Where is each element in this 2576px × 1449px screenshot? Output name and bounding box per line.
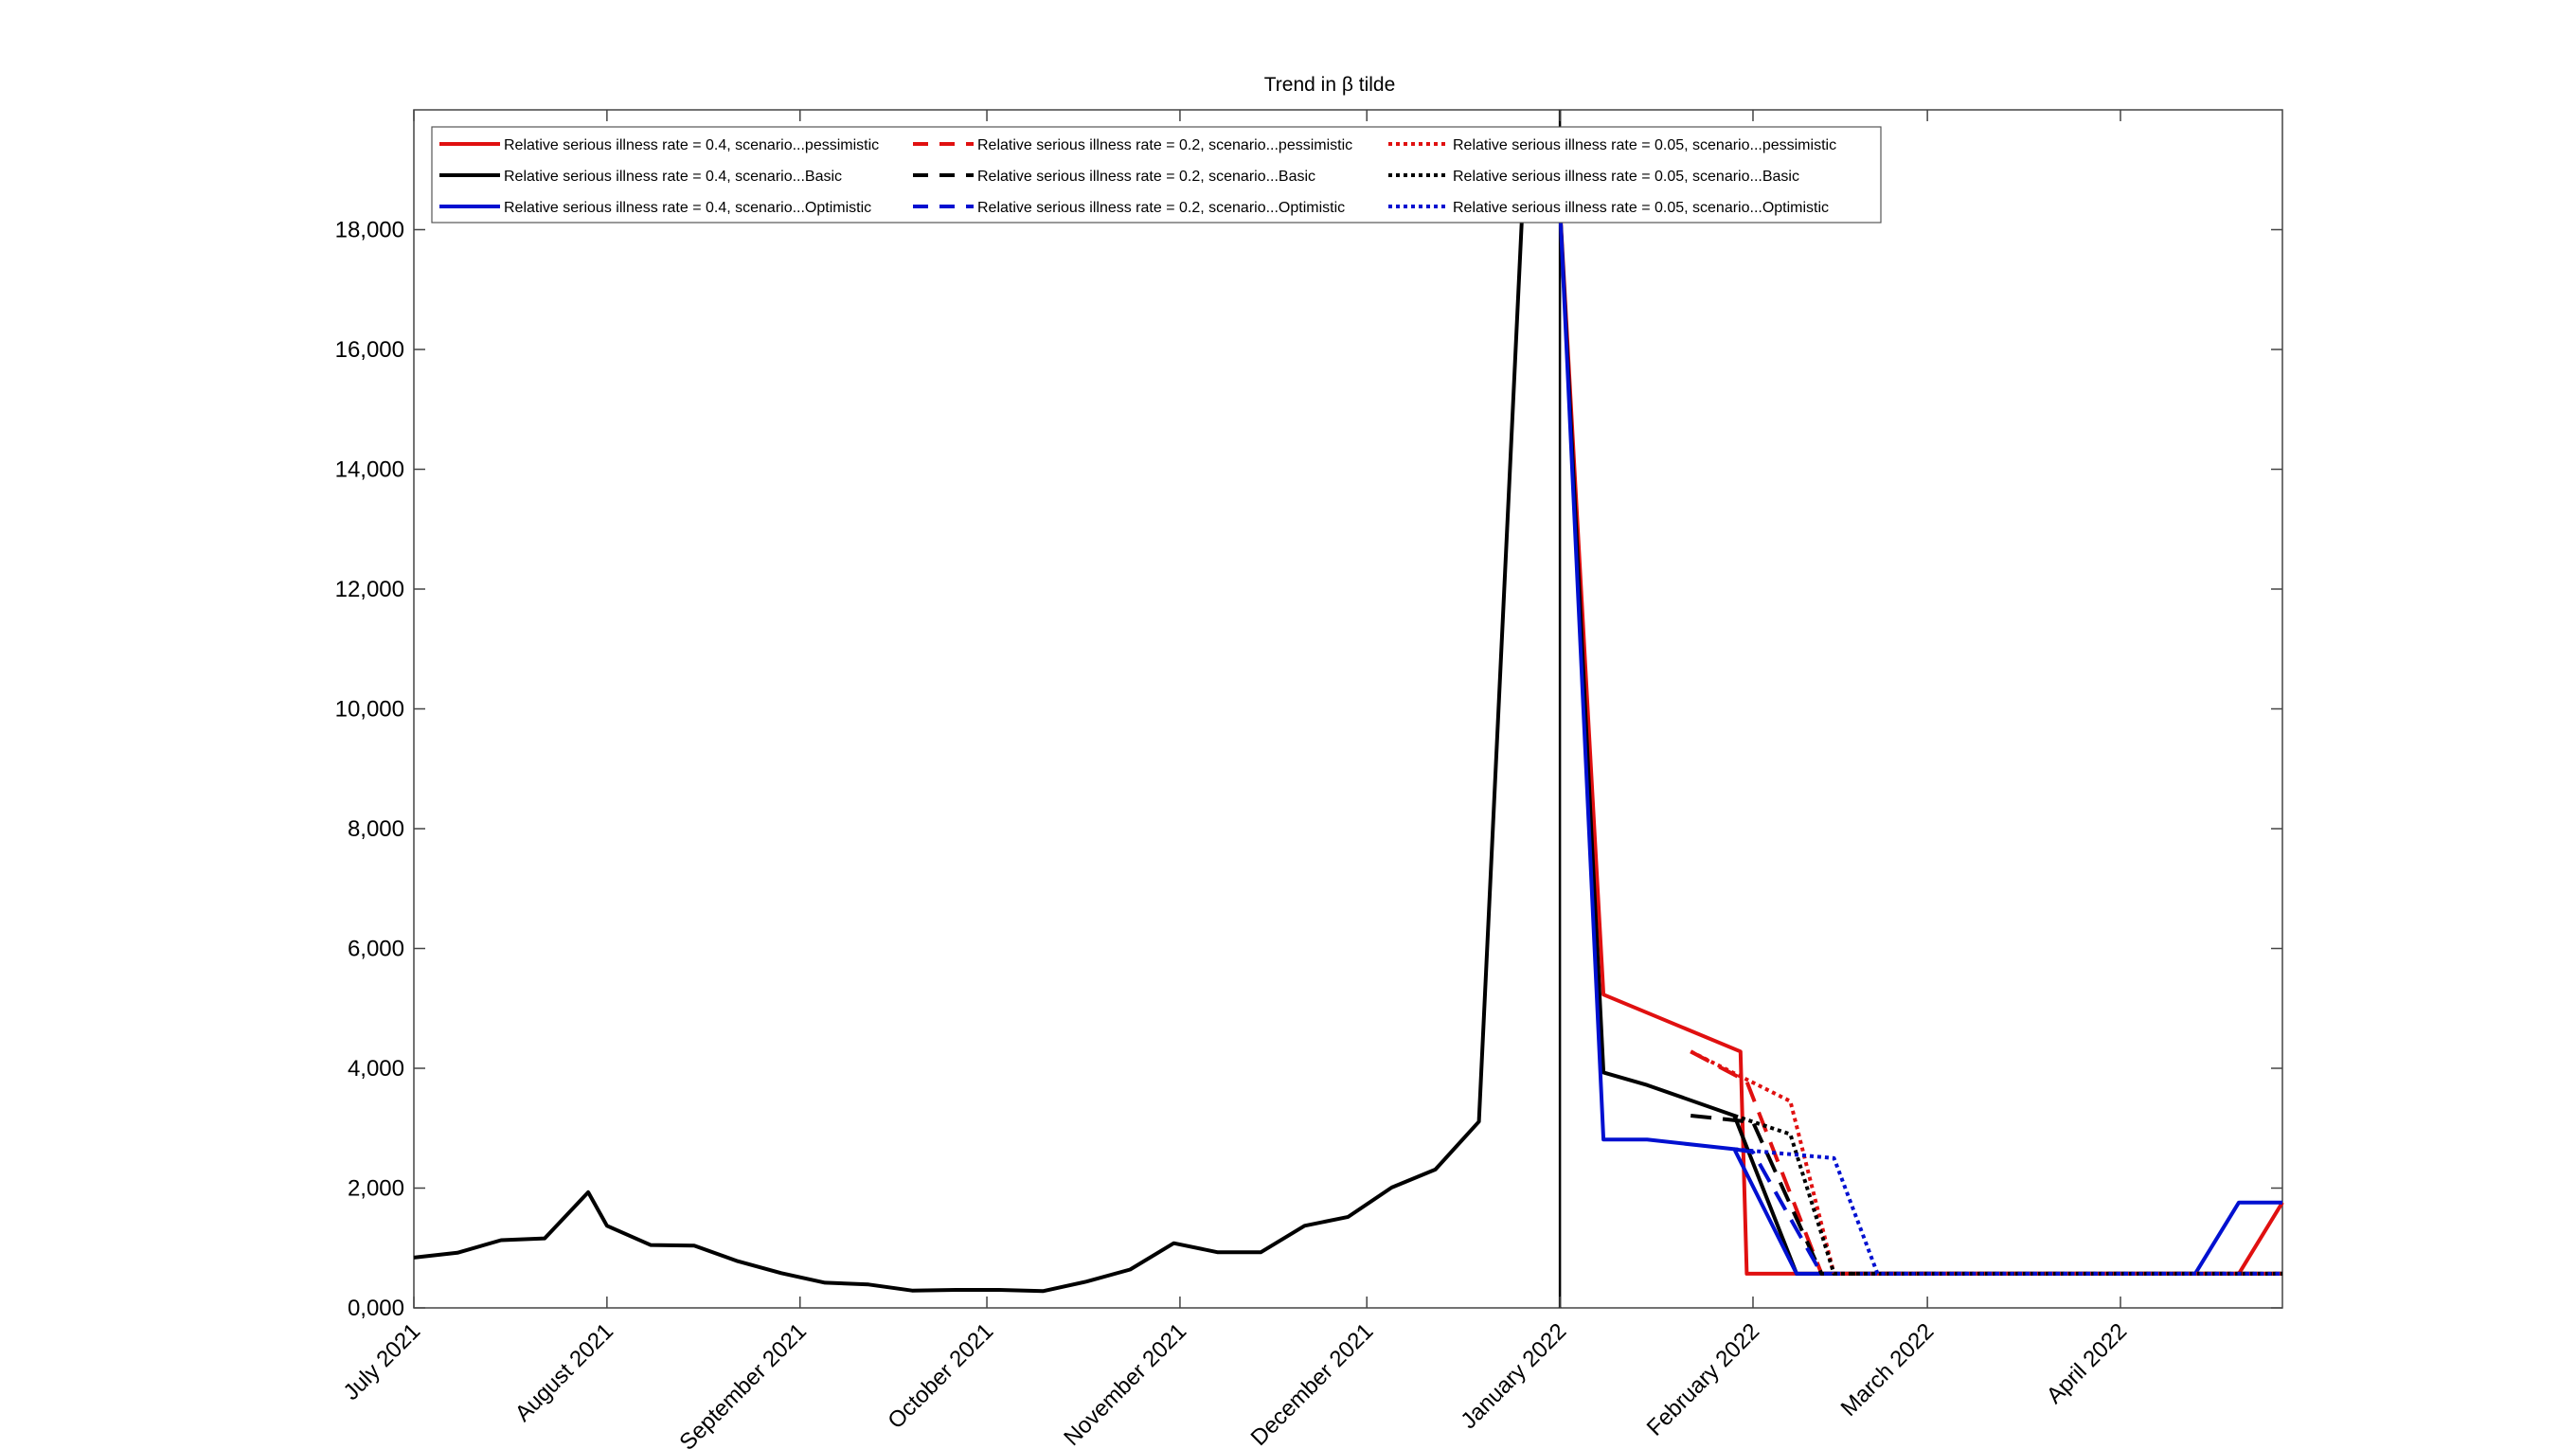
x-tick-label: October 2021 xyxy=(883,1318,998,1434)
x-tick-label: November 2021 xyxy=(1059,1318,1191,1449)
y-tick-label: 14,000 xyxy=(335,457,404,483)
legend-label: Relative serious illness rate = 0.4, sce… xyxy=(504,137,879,153)
x-tick-label: February 2022 xyxy=(1642,1318,1764,1440)
plot-area xyxy=(413,109,2284,1309)
y-tick-label: 4,000 xyxy=(348,1056,404,1082)
x-tick-label: August 2021 xyxy=(510,1318,618,1426)
legend-label: Relative serious illness rate = 0.2, sce… xyxy=(977,169,1315,185)
legend-label: Relative serious illness rate = 0.2, sce… xyxy=(977,200,1345,216)
legend-label: Relative serious illness rate = 0.05, sc… xyxy=(1453,200,1829,216)
series-line xyxy=(1734,1147,2282,1276)
legend-label: Relative serious illness rate = 0.4, sce… xyxy=(504,169,842,185)
y-axis: 0,000 2,000 4,000 6,000 8,000 10,000 12,000 14,… xyxy=(335,218,2282,1321)
x-tick-label: January 2022 xyxy=(1456,1318,1571,1434)
series-line xyxy=(1690,1049,2282,1276)
legend-label: Relative serious illness rate = 0.4, sce… xyxy=(504,200,871,216)
legend-label: Relative serious illness rate = 0.2, sce… xyxy=(977,137,1352,153)
chart-title: Trend in β tilde xyxy=(1264,74,1396,96)
series-line xyxy=(1733,1114,2282,1276)
x-tick-label: March 2022 xyxy=(1836,1318,1940,1422)
legend-box xyxy=(431,126,1882,224)
y-tick-label: 16,000 xyxy=(335,337,404,363)
x-tick-label: December 2021 xyxy=(1246,1318,1379,1449)
legend: Relative serious illness rate = 0.4, sce… xyxy=(431,126,1882,224)
x-tick-label: July 2021 xyxy=(338,1318,425,1405)
legend-label: Relative serious illness rate = 0.05, sc… xyxy=(1453,169,1799,185)
y-tick-label: 2,000 xyxy=(348,1176,404,1202)
y-tick-label: 10,000 xyxy=(335,697,404,723)
y-tick-label: 8,000 xyxy=(348,816,404,842)
legend-label: Relative serious illness rate = 0.05, sc… xyxy=(1453,137,1836,153)
x-tick-label: September 2021 xyxy=(674,1318,812,1449)
y-tick-label: 12,000 xyxy=(335,577,404,602)
history-line xyxy=(413,204,1561,1294)
y-tick-label: 18,000 xyxy=(335,218,404,243)
series-line xyxy=(1558,206,2282,1276)
y-tick-label: 6,000 xyxy=(348,937,404,962)
plot-frame xyxy=(413,109,2283,1309)
y-tick-label: 0,000 xyxy=(348,1296,404,1321)
x-tick-label: April 2022 xyxy=(2042,1318,2133,1409)
